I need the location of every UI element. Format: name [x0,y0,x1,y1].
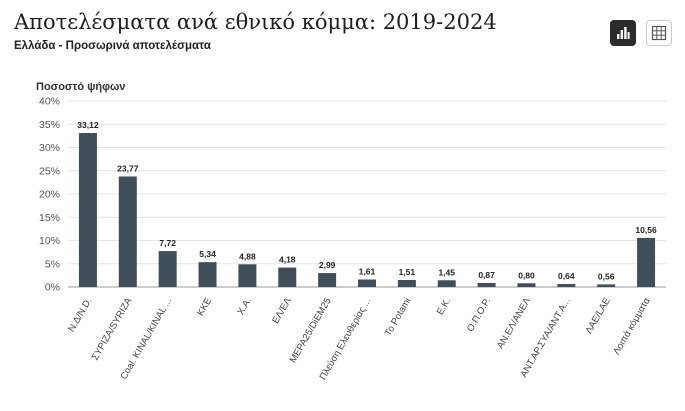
y-tick-label: 15% [39,212,60,224]
data-label: 0,64 [558,271,575,281]
bar [477,282,496,287]
data-label: 23,77 [117,163,139,173]
chart-title: Αποτελέσματα ανά εθνικό κόμμα: 2019-2024 [14,10,497,34]
x-tick-label: Ε.Κ. [435,296,454,317]
data-label: 4,88 [239,251,256,261]
data-label: 4,18 [279,255,296,265]
data-label: 2,99 [319,260,336,270]
bar [278,267,297,287]
y-tick-label: 35% [39,119,60,131]
y-tick-label: 40% [39,96,60,108]
x-tick-label: Ο.Π.Ο.Ρ. [465,296,493,334]
data-label: 0,80 [518,270,535,280]
bar [557,284,576,287]
x-tick-label: ΛΑΕ/LAE [583,296,612,336]
bar [397,279,416,287]
data-label: 10,56 [635,225,657,235]
x-tick-label: Λοιπά κόμματα [611,296,653,357]
bar [78,132,97,287]
table-grid-icon [651,25,667,41]
y-tick-label: 30% [39,142,60,154]
x-tick-label: ΣΥΡΙΖΑ/SYRIZA [90,295,135,362]
bar-chart-icon [617,27,630,39]
x-tick-label: ΑΝ.ΕΛ/ΑΝΕΛ [495,295,533,350]
data-label: 33,12 [77,120,99,130]
y-tick-label: 25% [39,165,60,177]
bar [158,251,177,287]
bar [198,262,217,287]
chart-subtitle: Ελλάδα - Προσωρινά αποτελέσματα [14,40,211,52]
data-label: 0,56 [598,271,615,281]
data-label: 5,34 [199,249,216,259]
y-tick-label: 5% [45,258,60,270]
bar [437,280,456,287]
y-tick-label: 10% [39,235,60,247]
bar [597,284,616,287]
y-tick-label: 20% [39,189,60,201]
bar [517,283,536,287]
x-tick-label: ΕΛ/ΕΛ [270,295,294,325]
chart-view-button[interactable] [610,20,636,46]
bar [358,279,376,287]
x-tick-label: ΜΕΡΑ25/DiEM25 [288,296,334,365]
data-label: 1,45 [438,267,455,277]
bar [637,237,656,287]
bar [118,176,137,287]
data-label: 1,61 [359,267,376,277]
data-label: 1,51 [399,267,416,277]
x-tick-label: To Potami [383,296,414,338]
y-axis-label: Ποσοστό ψήφων [36,81,126,93]
data-label: 0,87 [478,270,495,280]
x-tick-label: Ν.Δ/Ν.D. [66,296,94,334]
y-tick-label: 0% [45,282,60,294]
x-tick-label: ΚΚΕ [195,296,214,318]
bar [238,264,257,287]
table-view-button[interactable] [646,20,672,46]
x-tick-label: Χ.Α. [235,296,254,317]
bar [318,273,337,287]
data-label: 7,72 [159,238,176,248]
